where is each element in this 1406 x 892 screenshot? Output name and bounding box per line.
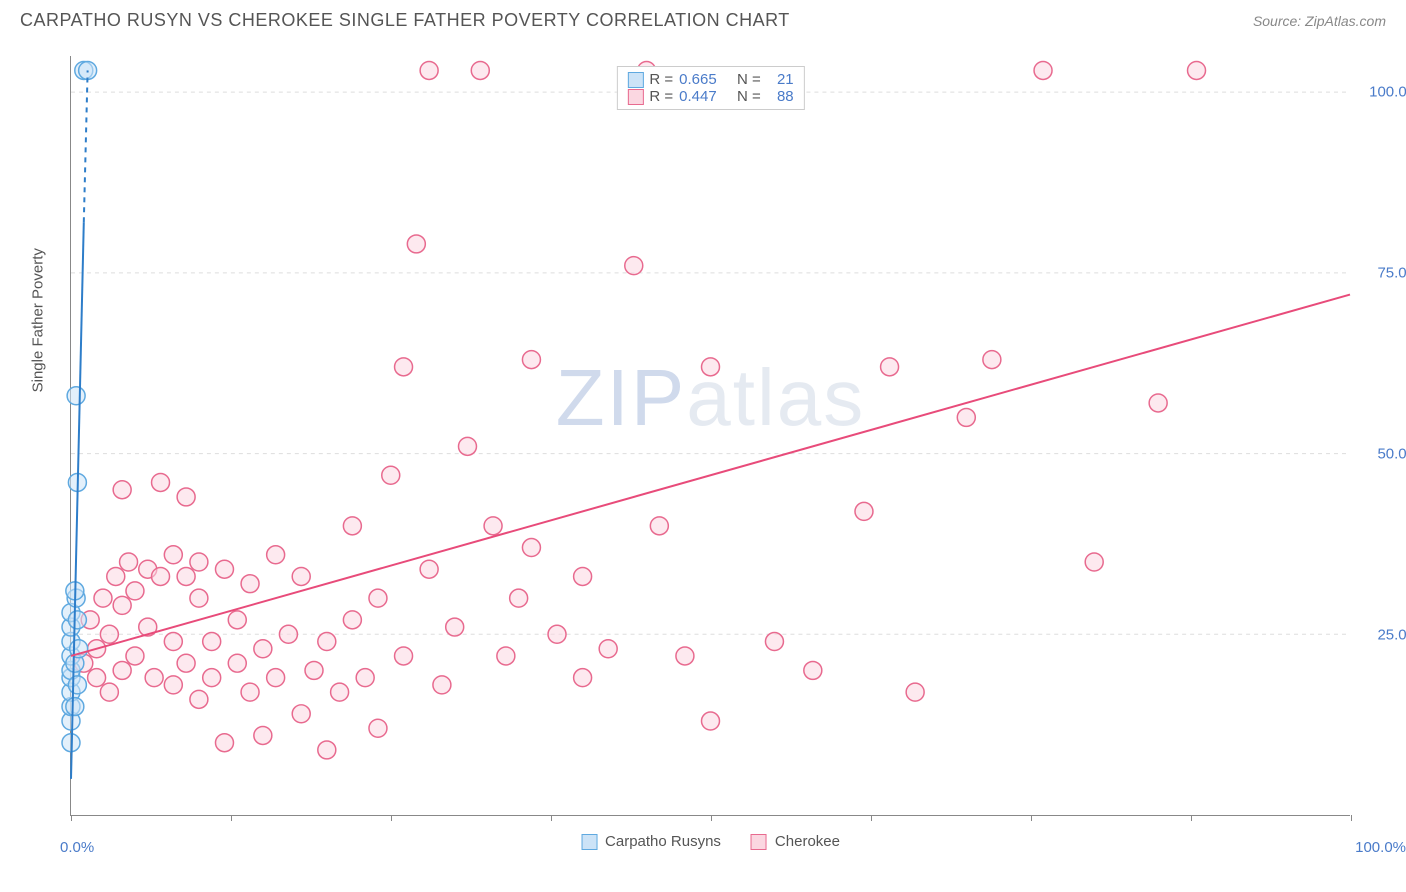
r-label-a: R = [649,71,673,88]
x-tick-label-min: 0.0% [60,839,94,856]
legend-correlation: R = 0.665 N = 21 R = 0.447 N = 88 [616,66,804,110]
legend-bottom-swatch-b [751,834,767,850]
x-tick [1191,815,1192,821]
legend-swatch-b [627,89,643,105]
n-label-a: N = [737,71,761,88]
y-tick-label: 100.0% [1369,84,1406,101]
source-attribution: Source: ZipAtlas.com [1253,13,1386,29]
x-tick [231,815,232,821]
x-tick [1031,815,1032,821]
n-value-b: 88 [777,88,794,105]
legend-bottom-swatch-a [581,834,597,850]
legend-label-a: Carpatho Rusyns [605,833,721,850]
x-tick [71,815,72,821]
r-value-a: 0.665 [679,71,717,88]
r-label-b: R = [649,88,673,105]
legend-item-b: Cherokee [751,833,840,850]
x-tick [391,815,392,821]
source-label: Source: [1253,13,1301,29]
legend-series: Carpatho Rusyns Cherokee [581,833,840,850]
y-tick-label: 50.0% [1377,446,1406,463]
plot-area: ZIPatlas R = 0.665 N = 21 R = 0.447 [70,56,1350,816]
r-value-b: 0.447 [679,88,717,105]
plot-svg [71,56,1350,815]
n-label-b: N = [737,88,761,105]
x-tick-label-max: 100.0% [1355,839,1406,856]
chart-container: Single Father Poverty ZIPatlas R = 0.665… [20,36,1386,856]
legend-row-b: R = 0.447 N = 88 [627,88,793,105]
x-tick [711,815,712,821]
x-tick [1351,815,1352,821]
y-tick-label: 75.0% [1377,265,1406,282]
source-name: ZipAtlas.com [1305,13,1386,29]
legend-swatch-a [627,72,643,88]
chart-title: CARPATHO RUSYN VS CHEROKEE SINGLE FATHER… [20,10,790,31]
y-tick-label: 25.0% [1377,627,1406,644]
legend-item-a: Carpatho Rusyns [581,833,721,850]
legend-label-b: Cherokee [775,833,840,850]
legend-row-a: R = 0.665 N = 21 [627,71,793,88]
x-tick [551,815,552,821]
n-value-a: 21 [777,71,794,88]
x-tick [871,815,872,821]
y-axis-label: Single Father Poverty [30,248,47,392]
